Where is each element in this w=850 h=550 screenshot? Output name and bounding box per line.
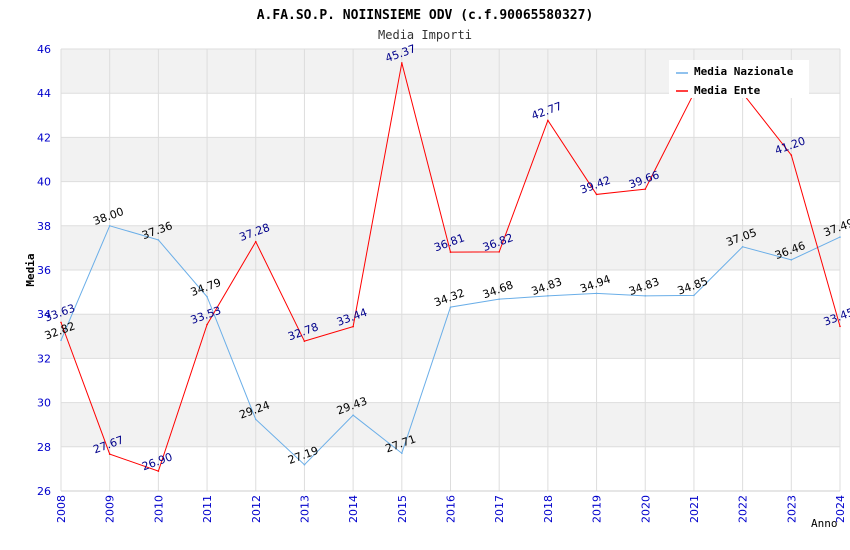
y-tick-label: 40 — [37, 176, 51, 189]
x-tick-label: 2017 — [493, 495, 506, 523]
data-point-media-ente — [206, 323, 208, 326]
x-tick-label: 2014 — [347, 495, 360, 523]
y-tick-label: 42 — [37, 131, 51, 144]
legend: Media Nazionale Media Ente — [669, 60, 809, 98]
data-point-media-ente — [790, 154, 793, 156]
data-point-media-nazionale — [547, 295, 549, 297]
data-point-media-ente — [644, 188, 647, 190]
data-point-media-nazionale — [839, 236, 841, 238]
y-tick-label: 30 — [37, 397, 51, 410]
data-point-media-nazionale — [449, 306, 452, 308]
y-tick-label: 38 — [37, 220, 51, 233]
y-tick-label: 44 — [37, 87, 51, 100]
x-tick-label: 2009 — [104, 495, 117, 523]
data-point-media-nazionale — [498, 298, 500, 300]
data-point-media-nazionale — [60, 339, 62, 342]
x-tick-label: 2010 — [152, 495, 165, 523]
legend-label-media-ente: Media Ente — [694, 84, 761, 97]
data-point-media-ente — [547, 119, 549, 122]
data-point-media-ente — [352, 325, 354, 328]
x-tick-label: 2018 — [542, 495, 555, 523]
x-tick-label: 2020 — [639, 495, 652, 523]
x-axis-title: Anno — [811, 517, 838, 530]
data-point-media-nazionale — [352, 414, 354, 416]
data-point-media-nazionale — [741, 245, 744, 248]
data-point-media-ente — [157, 470, 160, 472]
x-tick-label: 2021 — [688, 495, 701, 523]
legend-box — [669, 60, 809, 98]
data-point-media-nazionale — [401, 452, 403, 455]
x-tick-label: 2024 — [834, 495, 847, 523]
x-tick-label: 2015 — [396, 495, 409, 523]
data-point-media-ente — [839, 325, 841, 328]
y-tick-label: 46 — [37, 43, 51, 56]
data-point-media-nazionale — [206, 295, 208, 298]
data-point-media-ente — [449, 251, 452, 253]
y-axis-title: Media — [24, 253, 37, 286]
x-tick-label: 2013 — [298, 495, 311, 523]
x-tick-label: 2011 — [201, 495, 214, 523]
x-tick-label: 2016 — [445, 495, 458, 523]
data-point-media-nazionale — [693, 294, 695, 297]
chart-title: A.FA.SO.P. NOIINSIEME ODV (c.f.900655803… — [257, 8, 594, 23]
y-tick-label: 34 — [37, 308, 51, 321]
data-point-media-ente — [254, 240, 257, 243]
legend-label-media-nazionale: Media Nazionale — [694, 65, 794, 78]
data-point-media-ente — [60, 321, 62, 324]
data-point-media-ente — [108, 453, 111, 455]
data-point-media-ente — [303, 340, 306, 342]
y-tick-label: 28 — [37, 441, 51, 454]
data-point-media-nazionale — [303, 463, 306, 466]
x-tick-label: 2019 — [591, 495, 604, 523]
grid-lines — [60, 48, 841, 492]
data-point-media-nazionale — [157, 239, 160, 241]
data-point-media-nazionale — [108, 225, 111, 227]
x-tick-label: 2008 — [55, 495, 68, 523]
data-point-media-nazionale — [790, 259, 793, 261]
data-point-media-ente — [498, 251, 500, 253]
x-tick-label: 2022 — [737, 495, 750, 523]
y-tick-label: 36 — [37, 264, 51, 277]
data-point-media-nazionale — [644, 295, 647, 297]
data-point-media-ente — [401, 62, 403, 64]
data-point-media-ente — [595, 193, 598, 196]
data-point-media-nazionale — [254, 418, 257, 421]
y-tick-label: 26 — [37, 485, 51, 498]
x-tick-label: 2023 — [785, 495, 798, 523]
x-tick-label: 2012 — [250, 495, 263, 523]
data-point-media-nazionale — [595, 292, 598, 295]
y-tick-labels: 26 28 30 32 34 36 38 40 42 44 46 — [37, 43, 51, 498]
chart-subtitle: Media Importi — [378, 28, 472, 42]
x-tick-labels: 2008 2009 2010 2011 2012 2013 2014 2015 2016 2017… — [55, 495, 847, 523]
y-tick-label: 32 — [37, 352, 51, 365]
